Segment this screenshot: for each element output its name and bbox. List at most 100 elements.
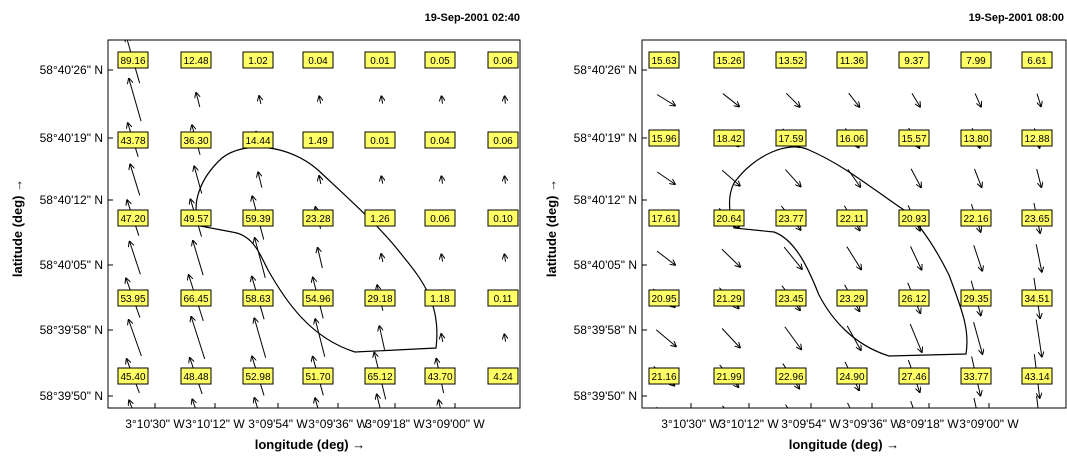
lat-tick-label: 58°40'19" N — [574, 131, 637, 145]
value-label-box — [364, 131, 396, 149]
value-label: 22.96 — [778, 372, 803, 383]
value-label-box — [648, 129, 680, 147]
current-arrow — [656, 171, 675, 184]
current-arrow — [442, 96, 443, 104]
value-label: 24.90 — [839, 372, 864, 383]
current-arrow — [381, 96, 382, 104]
current-arrow — [441, 176, 442, 184]
value-label: 23.28 — [305, 214, 330, 225]
value-label-box — [117, 209, 149, 227]
value-label: 29.35 — [963, 294, 988, 305]
lat-tick-label: 58°40'12" N — [574, 193, 637, 207]
value-label: 20.64 — [716, 214, 741, 225]
lat-tick-label: 58°40'05" N — [574, 258, 637, 272]
current-arrow — [254, 318, 267, 358]
current-arrow — [319, 96, 320, 104]
value-label: 27.46 — [901, 372, 926, 383]
x-axis-label: longitude (deg) → — [789, 437, 899, 452]
lon-tick-label: 3°09'18" W — [899, 417, 959, 431]
value-label: 21.16 — [651, 372, 676, 383]
current-arrow — [910, 401, 914, 408]
value-label-box — [836, 209, 868, 227]
current-arrow — [439, 400, 446, 408]
lat-tick-label: 58°39'58" N — [574, 323, 637, 337]
value-label: 53.95 — [120, 294, 145, 305]
map-panel-left: 19-Sep-2001 02:40 58°40'26" N 58°40'19" N 5… — [0, 0, 533, 459]
current-arrow — [381, 176, 382, 184]
value-label-box — [180, 367, 212, 385]
current-arrow — [381, 254, 383, 263]
current-arrow — [193, 241, 204, 276]
timestamp-title: 19-Sep-2001 02:40 — [425, 12, 520, 24]
lat-tick-label: 58°40'26" N — [574, 63, 637, 77]
current-arrow — [318, 248, 323, 269]
current-arrow — [254, 398, 265, 408]
value-label-box — [302, 367, 334, 385]
lat-tick-label: 58°40'12" N — [40, 193, 103, 207]
value-label: 34.51 — [1024, 294, 1049, 305]
lon-tick-label: 3°10'12" W — [185, 417, 245, 431]
current-arrow — [722, 93, 739, 107]
value-label-box — [424, 131, 456, 149]
value-label: 47.20 — [120, 214, 145, 225]
value-label: 16.06 — [839, 134, 864, 145]
value-label: 11.36 — [840, 56, 865, 67]
value-label: 51.70 — [305, 372, 330, 383]
lon-tick-label: 3°09'54" W — [781, 417, 841, 431]
value-label: 58.63 — [245, 294, 270, 305]
value-label-box — [180, 209, 212, 227]
value-label: 0.01 — [370, 136, 390, 147]
current-arrow — [1035, 244, 1042, 271]
current-arrow — [505, 96, 506, 104]
value-label: 0.01 — [370, 56, 390, 67]
lat-tick-label: 58°39'50" N — [574, 389, 637, 403]
value-label: 43.14 — [1024, 372, 1049, 383]
current-arrow — [846, 246, 861, 270]
current-arrow — [505, 176, 506, 184]
current-field-plot-right: 19-Sep-2001 08:00 58°40'26" N 58°40'19" N 5… — [544, 12, 1067, 452]
value-label-box — [364, 209, 396, 227]
value-label: 22.16 — [963, 214, 988, 225]
value-label: 0.06 — [493, 136, 513, 147]
lon-tick-label: 3°10'12" W — [719, 417, 779, 431]
value-label-box — [898, 129, 930, 147]
value-label-box — [364, 367, 396, 385]
current-arrow — [196, 93, 200, 108]
x-axis-label: longitude (deg) → — [255, 437, 365, 452]
current-arrow — [911, 93, 920, 106]
current-arrow — [848, 92, 860, 107]
value-label-box — [898, 367, 930, 385]
value-label-box — [960, 367, 992, 385]
value-label-box — [960, 51, 992, 69]
current-arrow — [656, 94, 675, 106]
value-label-box — [775, 367, 807, 385]
value-label-box — [117, 131, 149, 149]
value-label: 43.78 — [120, 136, 145, 147]
current-arrow — [441, 334, 443, 343]
value-label-box — [960, 129, 992, 147]
lat-tick-label: 58°39'50" N — [40, 389, 103, 403]
lon-tick-label: 3°09'00" W — [425, 417, 485, 431]
current-arrow — [910, 168, 921, 187]
value-label-box — [836, 51, 868, 69]
lon-tick-label: 3°09'36" W — [308, 417, 368, 431]
map-panel-right: 19-Sep-2001 08:00 58°40'26" N 58°40'19" N 5… — [534, 0, 1067, 459]
area-outline — [728, 146, 968, 357]
value-label: 0.04 — [308, 56, 328, 67]
value-label-box — [242, 289, 274, 307]
value-label-box — [424, 367, 456, 385]
current-arrow — [847, 402, 851, 408]
current-arrow — [129, 79, 142, 122]
value-label-box — [180, 131, 212, 149]
lon-tick-label: 3°10'30" W — [125, 417, 185, 431]
value-label: 54.96 — [305, 294, 330, 305]
current-arrow — [973, 245, 982, 270]
value-label-box — [424, 289, 456, 307]
current-arrow — [377, 395, 387, 408]
y-axis-label: latitude (deg) → — [10, 179, 25, 277]
value-label: 0.06 — [430, 214, 450, 225]
value-label-box — [242, 51, 274, 69]
value-label: 59.39 — [245, 214, 270, 225]
value-label-box — [302, 51, 334, 69]
value-label: 29.18 — [367, 294, 392, 305]
